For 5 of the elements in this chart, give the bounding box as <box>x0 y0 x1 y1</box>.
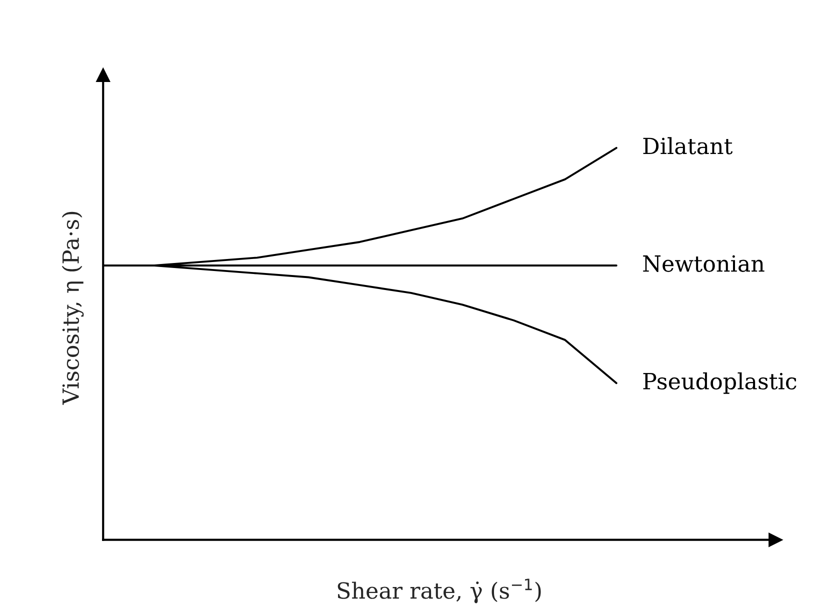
series-label: Dilatant <box>643 137 733 154</box>
x-axis-title: Shear rate, γ̇ (s$^{−1}$) <box>338 578 541 604</box>
series-label: Pseudoplastic <box>643 372 796 394</box>
y-axis-title: Viscosity, η (Pa·s) <box>62 212 84 405</box>
series-label: Newtonian <box>643 255 764 272</box>
